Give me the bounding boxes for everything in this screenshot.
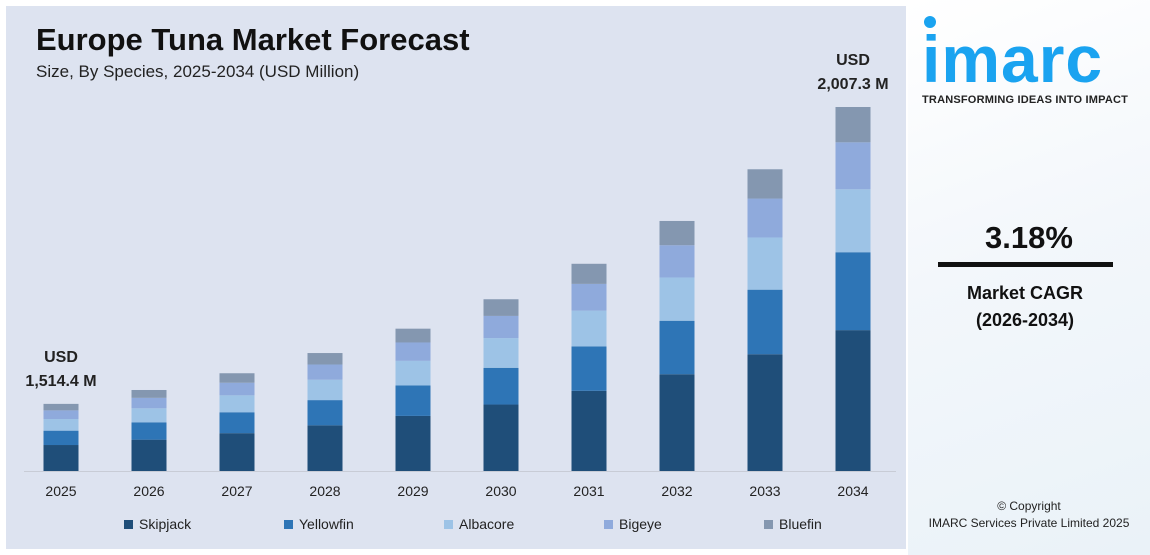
bar-segment-skipjack-2026 (131, 439, 167, 471)
bar-segment-yellowfin-2028 (307, 400, 343, 426)
bar-segment-yellowfin-2027 (219, 412, 255, 434)
bar-segment-yellowfin-2034 (835, 252, 871, 331)
svg-text:imarc: imarc (922, 22, 1103, 89)
cagr-label-text: Market CAGR (966, 283, 1084, 303)
imarc-logo: imarc (922, 16, 1103, 89)
x-tick-label: 2032 (661, 483, 692, 499)
legend-label: Skipjack (139, 516, 192, 532)
x-tick-label: 2025 (45, 483, 76, 499)
bar-segment-bluefin-2025 (43, 403, 79, 411)
total-label: 1,514.4 M (25, 373, 96, 390)
x-tick-label: 2033 (749, 483, 780, 499)
bar-segment-yellowfin-2029 (395, 385, 431, 416)
x-tick-label: 2027 (221, 483, 252, 499)
total-label: USD (44, 349, 78, 366)
bar-segment-bluefin-2032 (659, 220, 695, 246)
bar-segment-skipjack-2029 (395, 415, 431, 471)
bar-segment-bigeye-2033 (747, 198, 783, 238)
bar-segment-yellowfin-2030 (483, 367, 519, 405)
legend-swatch (124, 519, 133, 529)
bar-segment-bluefin-2029 (395, 328, 431, 343)
chart-title: Europe Tuna Market Forecast (36, 22, 470, 57)
bar-segment-bigeye-2029 (395, 342, 431, 361)
legend-label: Bluefin (779, 516, 822, 532)
x-tick-label: 2031 (573, 483, 604, 499)
x-tick-label: 2034 (837, 483, 868, 499)
bar-segment-yellowfin-2033 (747, 289, 783, 355)
bar-segment-skipjack-2030 (483, 404, 519, 471)
copyright-line2: IMARC Services Private Limited 2025 (928, 516, 1130, 530)
x-tick-label: 2030 (485, 483, 516, 499)
cagr-period: (2026-2034) (975, 310, 1075, 330)
bar-segment-skipjack-2034 (835, 330, 871, 471)
bar-segment-bigeye-2028 (307, 364, 343, 380)
legend-label: Albacore (459, 516, 515, 532)
bar-segment-yellowfin-2026 (131, 422, 167, 440)
legend-item-bluefin: Bluefin (764, 516, 924, 532)
bar-segment-albacore-2028 (307, 379, 343, 401)
legend-swatch (284, 519, 293, 529)
bar-segment-bluefin-2033 (747, 169, 783, 199)
bar-segment-bluefin-2026 (131, 389, 167, 398)
bar-segment-albacore-2032 (659, 277, 695, 321)
bar-segment-skipjack-2032 (659, 374, 695, 471)
bar-segment-albacore-2027 (219, 395, 255, 413)
total-label: USD (836, 52, 870, 69)
legend-item-bigeye: Bigeye (604, 516, 764, 532)
legend-item-skipjack: Skipjack (124, 516, 284, 532)
bar-segment-albacore-2033 (747, 237, 783, 290)
bar-segment-yellowfin-2031 (571, 346, 607, 391)
bar-segment-bluefin-2028 (307, 353, 343, 365)
legend: Skipjack Yellowfin Albacore Bigeye Bluefin (124, 516, 924, 532)
bar-segment-yellowfin-2032 (659, 320, 695, 375)
bar-segment-skipjack-2027 (219, 433, 255, 471)
bar-segment-albacore-2029 (395, 360, 431, 386)
tagline: TRANSFORMING IDEAS INTO IMPACT (922, 94, 1129, 106)
chart-panel: Europe Tuna Market Forecast Size, By Spe… (6, 6, 906, 549)
bar-segment-albacore-2025 (43, 419, 79, 431)
total-label: 2,007.3 M (817, 76, 888, 93)
cagr-label: Market CAGR (2026-2034) (908, 280, 1142, 334)
legend-label: Yellowfin (299, 516, 354, 532)
legend-item-albacore: Albacore (444, 516, 604, 532)
bar-segment-bluefin-2034 (835, 107, 871, 143)
legend-item-yellowfin: Yellowfin (284, 516, 444, 532)
bar-segment-bluefin-2027 (219, 373, 255, 383)
bar-segment-bigeye-2030 (483, 315, 519, 339)
bar-segment-bluefin-2031 (571, 263, 607, 284)
x-tick-label: 2028 (309, 483, 340, 499)
bar-segment-albacore-2026 (131, 408, 167, 423)
x-tick-label: 2029 (397, 483, 428, 499)
legend-swatch (604, 519, 613, 529)
bar-segment-skipjack-2031 (571, 390, 607, 471)
cagr-value: 3.18% (985, 220, 1073, 255)
bar-segment-bigeye-2025 (43, 410, 79, 420)
bar-segment-albacore-2031 (571, 310, 607, 347)
bar-segment-skipjack-2028 (307, 425, 343, 471)
x-tick-label: 2026 (133, 483, 164, 499)
bar-segment-bigeye-2027 (219, 382, 255, 396)
copyright-line1: © Copyright (997, 499, 1061, 513)
legend-swatch (444, 519, 453, 529)
bar-segment-albacore-2030 (483, 338, 519, 368)
bar-segment-bluefin-2030 (483, 299, 519, 316)
bar-segment-bigeye-2031 (571, 283, 607, 311)
bar-segment-bigeye-2032 (659, 245, 695, 278)
divider (938, 262, 1113, 267)
stacked-bar-chart: 2025 USD 1,514.4 M 2026 2027 2028 2029 2030 2031… (24, 52, 896, 499)
copyright: © Copyright IMARC Services Private Limit… (908, 498, 1150, 532)
bar-segment-bigeye-2034 (835, 142, 871, 190)
bar-segment-bigeye-2026 (131, 397, 167, 409)
bar-segment-skipjack-2033 (747, 354, 783, 471)
legend-swatch (764, 519, 773, 529)
bar-segment-skipjack-2025 (43, 445, 79, 471)
bar-segment-yellowfin-2025 (43, 430, 79, 446)
brand-panel: imarc TRANSFORMING IDEAS INTO IMPACT 3.1… (908, 0, 1150, 555)
bar-segment-albacore-2034 (835, 189, 871, 253)
legend-label: Bigeye (619, 516, 662, 532)
chart-subtitle: Size, By Species, 2025-2034 (USD Million… (36, 62, 360, 81)
